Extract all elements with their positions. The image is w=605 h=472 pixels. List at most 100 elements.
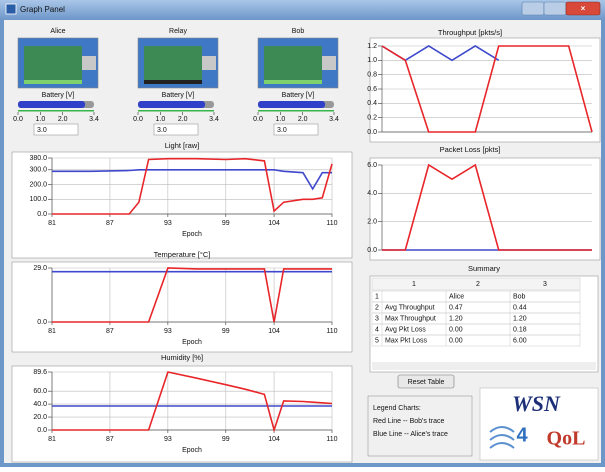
table-cell: Avg Pkt Loss [385,326,426,333]
logo-4: 4 [516,424,528,446]
x-tick-label: 87 [106,220,114,227]
minimize-button[interactable] [521,1,545,16]
table-cell: 6.00 [513,337,527,344]
x-tick-label: 99 [222,328,230,335]
row-index: 3 [375,315,379,322]
maximize-button[interactable] [543,1,567,16]
table-cell: Alice [449,293,464,300]
y-tick-label: 2.0 [367,219,377,226]
series-line [52,371,333,433]
battery-tick-label: 1.0 [155,116,165,123]
close-button[interactable] [565,1,601,16]
y-tick-label: 89.6 [33,369,47,376]
battery-level [18,101,86,108]
row-index: 2 [375,304,379,311]
reset-table-label: Reset Table [408,379,445,386]
device-board [24,46,82,80]
horizontal-scrollbar[interactable] [372,362,596,370]
x-tick-label: 104 [268,328,280,335]
table-cell: Bob [513,293,526,300]
logo-wsn: WSN [512,391,561,416]
reset-table-button[interactable] [397,374,455,389]
chart-title: Packet Loss [pkts] [440,145,501,154]
y-tick-label: 0.8 [367,72,377,79]
y-tick-label: 29.0 [33,265,47,272]
x-tick-label: 110 [326,220,337,227]
battery-tick-label: 0.0 [133,116,143,123]
column-header: 2 [476,281,480,288]
battery-tick-label: 1.0 [275,116,285,123]
series-line [52,157,333,215]
battery-value-box [33,123,79,136]
row-index: 4 [375,326,379,333]
window-title: Graph Panel [20,5,65,14]
x-tick-label: 104 [268,436,280,443]
series-line [52,267,332,323]
table-cell: 1.20 [449,315,463,322]
table-cell: 1.20 [513,315,527,322]
chart-panel [11,151,353,259]
table-cell: 0.47 [449,304,463,311]
row-index: 5 [375,337,379,344]
y-tick-label: 0.0 [37,319,47,326]
battery-label: Battery [V] [282,92,315,99]
device-status [144,80,202,84]
logo-box [479,387,599,461]
logo-qol: QoL [547,428,586,450]
device-usb [82,56,96,70]
title-bar [0,0,605,20]
y-tick-label: 0.4 [367,100,377,107]
battery-tick-label: 3.4 [329,116,339,123]
y-tick-label: 20.0 [33,414,47,421]
battery-tick-label: 3.4 [89,116,99,123]
battery-tick-label: 2.0 [298,116,308,123]
column-header: 3 [543,281,547,288]
x-tick-label: 99 [222,436,230,443]
x-tick-label: 81 [48,220,56,227]
x-tick-label: 81 [48,328,56,335]
series-line [382,163,592,251]
x-axis-label: Epoch [182,339,202,346]
battery-zone [258,110,334,112]
battery-label: Battery [V] [162,92,195,99]
chart-title: Light [raw] [165,141,200,150]
chart-panel [11,365,353,463]
y-tick-label: 1.0 [367,57,377,64]
device-usb [322,56,336,70]
device-board [144,46,202,80]
battery-level [138,101,206,108]
close-icon: × [581,4,586,13]
x-tick-label: 93 [164,328,172,335]
battery-value: 3.0 [157,127,167,134]
series-line [381,45,593,133]
y-tick-label: 0.0 [367,247,377,254]
legend-box [367,395,473,457]
chart-title: Throughput [pkts/s] [438,28,502,37]
x-tick-label: 87 [106,436,114,443]
battery-zone [18,110,94,112]
table-cell: 0.18 [513,326,527,333]
y-tick-label: 0.6 [367,86,377,93]
battery-label: Battery [V] [42,92,75,99]
y-tick-label: 200.0 [29,181,47,188]
y-tick-label: 0.0 [37,211,47,218]
battery-tick-label: 0.0 [253,116,263,123]
row-index: 1 [375,293,379,300]
device-name: Relay [169,28,187,35]
series-line [52,169,332,191]
battery-value-box [153,123,199,136]
table-header [371,277,581,291]
battery-tick-label: 0.0 [13,116,23,123]
summary-title: Summary [468,264,500,273]
table-cell: Max Pkt Loss [385,337,428,344]
chart-title: Temperature [°C] [154,250,211,259]
x-tick-label: 99 [222,220,230,227]
y-tick-label: 380.0 [29,155,47,162]
x-tick-label: 110 [326,328,337,335]
battery-value: 3.0 [37,127,47,134]
chart-title: Humidity [%] [161,353,203,362]
table-row [371,334,581,347]
y-tick-label: 0.0 [37,427,47,434]
battery-tick-label: 1.0 [35,116,45,123]
